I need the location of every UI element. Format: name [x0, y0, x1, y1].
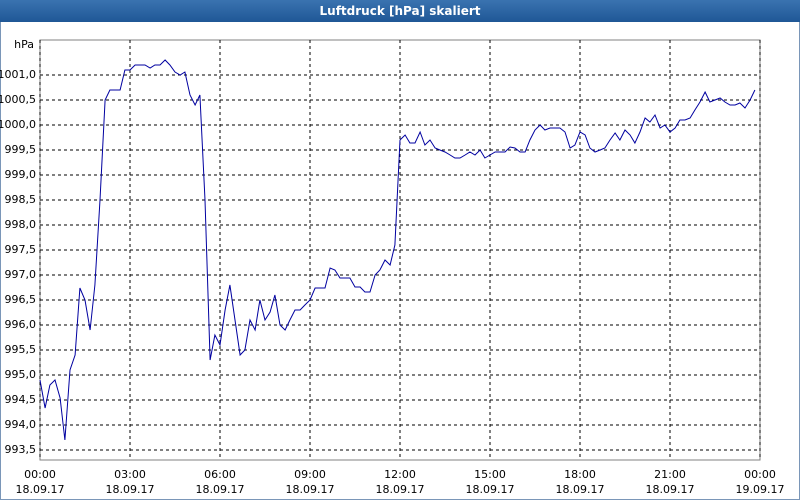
y-tick-label: 999,5 [5, 143, 37, 156]
y-tick-label: 997,5 [5, 243, 37, 256]
x-tick-date: 18.09.17 [556, 483, 605, 496]
y-tick-label: 994,5 [5, 393, 37, 406]
x-tick-date: 18.09.17 [646, 483, 695, 496]
y-tick-label: 1001,0 [0, 68, 36, 81]
y-tick-label: 998,0 [5, 218, 37, 231]
x-tick-date: 18.09.17 [376, 483, 425, 496]
x-tick-date: 18.09.17 [106, 483, 155, 496]
y-tick-label: 995,0 [5, 368, 37, 381]
x-tick-date: 18.09.17 [286, 483, 335, 496]
x-tick-date: 18.09.17 [466, 483, 515, 496]
x-tick-date: 19.09.17 [736, 483, 785, 496]
x-tick-label: 03:00 [114, 468, 146, 481]
title-bar: Luftdruck [hPa] skaliert [0, 0, 800, 22]
x-tick-label: 09:00 [294, 468, 326, 481]
x-tick-label: 18:00 [564, 468, 596, 481]
x-tick-date: 18.09.17 [196, 483, 245, 496]
y-tick-label: 993,5 [5, 443, 37, 456]
x-tick-label: 21:00 [654, 468, 686, 481]
x-tick-label: 00:00 [744, 468, 776, 481]
x-tick-label: 00:00 [24, 468, 56, 481]
x-tick-label: 15:00 [474, 468, 506, 481]
y-tick-label: 994,0 [5, 418, 37, 431]
y-tick-label: 997,0 [5, 268, 37, 281]
x-tick-date: 18.09.17 [16, 483, 65, 496]
y-tick-label: 1000,0 [0, 118, 36, 131]
data-line [39, 59, 756, 441]
y-tick-label: 998,5 [5, 193, 37, 206]
x-tick-label: 12:00 [384, 468, 416, 481]
y-tick-label: 1000,5 [0, 93, 36, 106]
y-unit: hPa [14, 38, 34, 51]
x-tick-label: 06:00 [204, 468, 236, 481]
y-tick-label: 995,5 [5, 343, 37, 356]
y-tick-label: 996,5 [5, 293, 37, 306]
y-tick-label: 999,0 [5, 168, 37, 181]
y-tick-label: 996,0 [5, 318, 37, 331]
